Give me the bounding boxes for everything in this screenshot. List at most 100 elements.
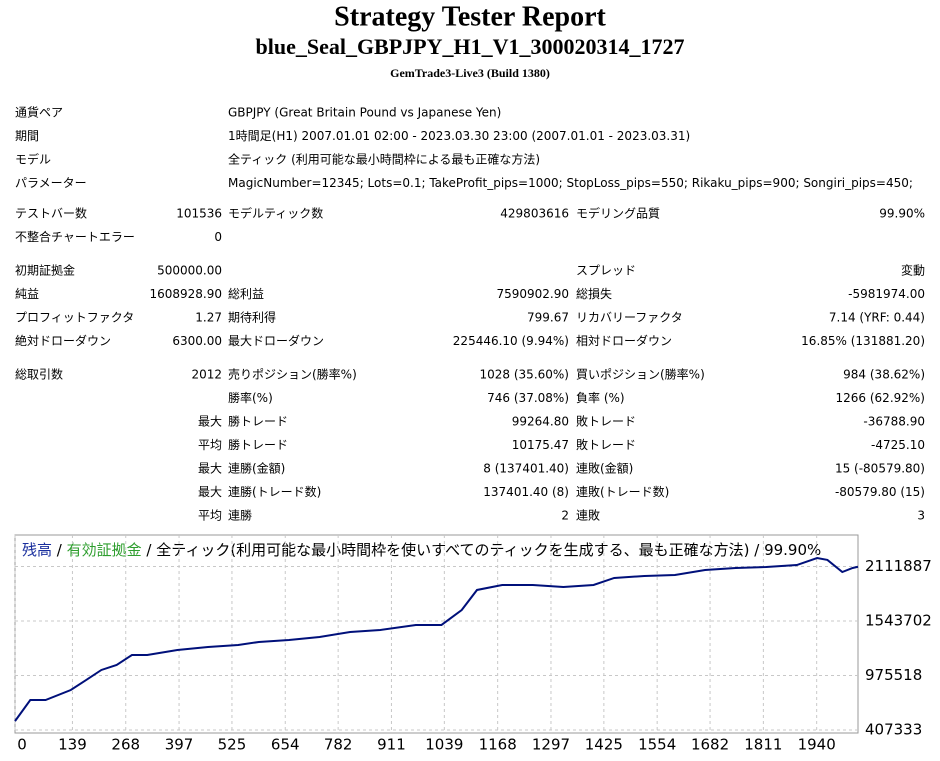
x-tick-label: 0 — [17, 736, 27, 754]
info-label: 期間 — [15, 129, 39, 143]
legend-part: / 全ティック(利用可能な最小時間枠を使いすべてのティックを生成する、最も正確な… — [142, 541, 822, 559]
x-tick-label: 1682 — [691, 736, 729, 754]
stat-label: スプレッド — [576, 264, 636, 278]
stat-value: 225446.10 (9.94%) — [453, 334, 569, 348]
info-value: MagicNumber=12345; Lots=0.1; TakeProfit_… — [228, 176, 913, 190]
stat-label: 不整合チャートエラー — [15, 229, 135, 244]
stat-label: 連敗(トレード数) — [576, 484, 669, 499]
x-tick-label: 1940 — [798, 736, 836, 754]
stat-value: 99264.80 — [512, 415, 569, 429]
x-tick-label: 1297 — [532, 736, 570, 754]
stat-label: モデルティック数 — [228, 206, 323, 221]
y-tick-label: 1543702 — [865, 611, 932, 629]
stat-value: -80579.80 (15) — [835, 485, 925, 499]
stat-value: 1266 (62.92%) — [836, 391, 925, 405]
balance-line — [14, 556, 859, 722]
stat-label: 期待利得 — [228, 310, 276, 325]
report-title: Strategy Tester Report — [334, 1, 606, 32]
stat-prefix: 最大 — [198, 485, 222, 499]
stat-label: 連勝(トレード数) — [228, 484, 321, 499]
report-subtitle: blue_Seal_GBPJPY_H1_V1_300020314_1727 — [255, 34, 684, 59]
stat-value: 1608928.90 — [149, 287, 222, 301]
x-tick-label: 525 — [218, 736, 247, 754]
x-tick-label: 1554 — [638, 736, 676, 754]
x-tick-label: 139 — [58, 736, 87, 754]
stat-label: 負率 (%) — [576, 390, 625, 405]
info-label: 通貨ペア — [15, 105, 63, 120]
stat-value: -4725.10 — [871, 438, 925, 452]
stat-value: 746 (37.08%) — [487, 391, 569, 405]
stat-prefix: 最大 — [198, 415, 222, 429]
x-tick-label: 1039 — [425, 736, 463, 754]
chart-frame — [14, 534, 859, 734]
x-tick-label: 268 — [111, 736, 140, 754]
stat-label: 売りポジション(勝率%) — [228, 367, 357, 382]
stat-value: -5981974.00 — [848, 287, 925, 301]
stat-value: 101536 — [176, 207, 222, 221]
info-value: 全ティック (利用可能な最小時間枠による最も正確な方法) — [228, 152, 540, 167]
stat-label: 連勝(金額) — [228, 461, 285, 476]
stat-value: 429803616 — [500, 207, 569, 221]
stat-value: 984 (38.62%) — [843, 368, 925, 382]
stat-label: 敗トレード — [576, 414, 636, 429]
build-info: GemTrade3-Live3 (Build 1380) — [390, 66, 550, 80]
legend-part: 残高 — [22, 541, 52, 559]
stat-label: 相対ドローダウン — [576, 333, 672, 348]
stat-value: 3 — [917, 509, 925, 523]
x-tick-label: 911 — [377, 736, 406, 754]
stat-value: 6300.00 — [172, 334, 222, 348]
stat-label: 総損失 — [576, 286, 612, 301]
x-tick-label: 1425 — [585, 736, 623, 754]
stat-label: モデリング品質 — [576, 206, 660, 221]
y-tick-label: 407333 — [865, 720, 922, 738]
info-label: パラメーター — [15, 176, 87, 190]
stat-label: 勝率(%) — [228, 390, 273, 405]
info-value: 1時間足(H1) 2007.01.01 02:00 - 2023.03.30 2… — [228, 129, 690, 143]
stat-label: 連敗(金額) — [576, 461, 633, 476]
stat-prefix: 平均 — [198, 509, 222, 523]
x-tick-label: 1811 — [744, 736, 782, 754]
stat-value: 2 — [561, 509, 569, 523]
stat-label: リカバリーファクタ — [576, 311, 683, 325]
stat-label: 初期証拠金 — [15, 263, 75, 278]
stat-label: 買いポジション(勝率%) — [576, 367, 705, 382]
x-tick-label: 1168 — [479, 736, 517, 754]
x-tick-label: 782 — [324, 736, 353, 754]
stat-value: 137401.40 (8) — [483, 485, 569, 499]
stat-value: 10175.47 — [512, 438, 569, 452]
stat-label: プロフィットファクタ — [15, 311, 134, 325]
stat-value: 変動 — [901, 263, 925, 278]
stat-prefix: 最大 — [198, 462, 222, 476]
stat-label: テストバー数 — [15, 206, 87, 221]
stat-label: 勝トレード — [228, 414, 288, 429]
stat-value: 7.14 (YRF: 0.44) — [829, 311, 925, 325]
info-label: モデル — [15, 152, 51, 167]
stat-value: 15 (-80579.80) — [835, 462, 925, 476]
stat-value: 1028 (35.60%) — [480, 368, 569, 382]
stat-label: 最大ドローダウン — [228, 333, 324, 348]
legend: 残高 / 有効証拠金 / 全ティック(利用可能な最小時間枠を使いすべてのティック… — [22, 541, 821, 559]
stat-label: 敗トレード — [576, 437, 636, 452]
stat-label: 連勝 — [228, 508, 252, 523]
stat-value: 799.67 — [527, 311, 569, 325]
info-value: GBPJPY (Great Britain Pound vs Japanese … — [228, 106, 501, 120]
y-tick-label: 2111887 — [865, 557, 932, 575]
stat-value: 7590902.90 — [496, 287, 569, 301]
stat-label: 純益 — [15, 287, 39, 301]
legend-part: 有効証拠金 — [67, 541, 142, 559]
stat-value: 2012 — [191, 368, 222, 382]
stat-value: 0 — [214, 230, 222, 244]
stat-label: 連敗 — [576, 508, 600, 523]
stat-value: 99.90% — [879, 207, 925, 221]
stat-label: 勝トレード — [228, 437, 288, 452]
stat-value: 8 (137401.40) — [483, 462, 569, 476]
stat-label: 総利益 — [228, 287, 264, 301]
legend-part: / — [52, 541, 67, 559]
x-tick-label: 397 — [165, 736, 194, 754]
stat-value: -36788.90 — [863, 415, 925, 429]
stat-value: 500000.00 — [157, 264, 222, 278]
stat-prefix: 平均 — [198, 438, 222, 452]
y-tick-label: 975518 — [865, 666, 922, 684]
stat-value: 1.27 — [195, 311, 222, 325]
